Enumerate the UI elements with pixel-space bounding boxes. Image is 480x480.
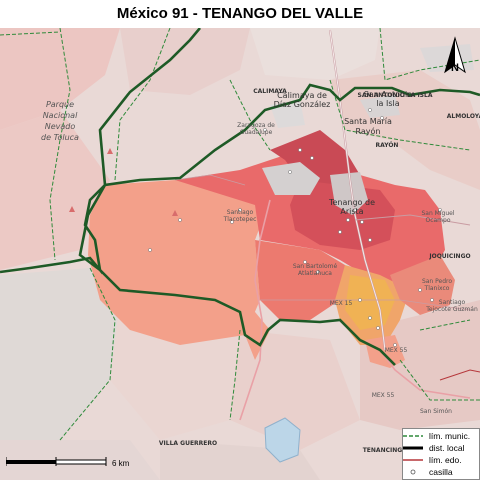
label-rayon: RAYÓN [376,142,399,149]
scale-bar-graphic [6,457,107,466]
label-san-bartolome-2: Atlatlahuca [298,270,332,277]
scale-label: 6 km [112,459,130,468]
legend-row-state: lím. edo. [403,454,480,466]
legend-row-district: dist. local [403,442,480,454]
scale-bar: 6 km [6,454,136,474]
label-santa-maria-1: Santa María [344,117,392,126]
label-san-antonio: SAN ANTONIO LA ISLA [358,92,433,99]
legend-row-casilla: casilla [403,466,480,478]
district-boundary [0,28,480,366]
label-park-1: Parque [46,100,74,109]
label-san-simon: San Simón [420,408,452,415]
label-mex15: MEX 15 [330,300,353,307]
legend-label-state: lím. edo. [429,455,462,465]
casilla-markers [148,108,442,347]
label-san-antonio-isla-2: la Isla [376,99,399,108]
label-tenango-2: Arista [340,207,363,216]
roads [174,29,471,421]
map-labels: Parque Nacional Nevado de Toluca CALIMAY… [41,88,480,454]
north-label: N [451,62,459,74]
north-arrow-icon [444,36,466,74]
label-santiago-guzman-2: Tejocote Guzmán [425,306,478,313]
label-santiago-1: Santiago [227,209,254,216]
label-park-4: de Toluca [41,133,79,142]
label-zaragoza-1: Zaragoza de [237,122,275,129]
label-calimaya-diaz-1: Calimaya de [277,91,327,100]
label-calimaya-diaz-2: Díaz González [274,100,331,109]
legend-label-casilla: casilla [429,467,453,477]
map-svg: Parque Nacional Nevado de Toluca CALIMAY… [0,28,480,480]
lake-shape [264,417,301,463]
label-tenancingo: TENANCINGO [363,447,408,454]
peak-markers [69,148,178,216]
legend-label-district: dist. local [429,443,465,453]
label-san-miguel-2: Ocampo [425,217,450,224]
label-almoloya: ALMOLOYA [447,113,480,120]
label-san-bartolome-1: San Bartolomé [293,263,338,270]
district-area [88,130,455,368]
label-san-pedro-1: San Pedro [422,278,452,285]
legend-label-municipal: lím. munic. [429,431,471,441]
state-limit [439,369,480,381]
label-santiago-2: Tlacotepec [223,216,257,223]
label-calimaya: CALIMAYA [253,88,287,95]
label-mex55b: MEX 55 [372,392,395,399]
legend-row-municipal: lím. munic. [403,430,480,442]
north-arrow: N [440,36,470,78]
label-park-2: Nacional [43,111,78,120]
label-san-pedro-2: Tlanixco [424,285,450,292]
map-legend: lím. munic. dist. local lím. edo. casill… [402,428,480,480]
label-tenango-1: Tenango de [328,198,375,207]
label-joquicingo: JOQUICINGO [428,253,470,260]
label-zaragoza-2: Guadalupe [240,129,273,136]
label-mex55: MEX 55 [385,347,408,354]
municipal-limit-symbol [403,435,423,437]
label-villa-guerrero: VILLA GUERRERO [159,440,217,447]
label-san-antonio-isla-1: San Antonio [364,90,412,99]
map-title: México 91 - TENANGO DEL VALLE [116,5,364,22]
label-san-miguel-1: San Miguel [421,210,454,217]
casilla-symbol [410,469,416,475]
municipal-limits [0,28,480,441]
district-boundary-symbol [403,446,423,450]
map-canvas[interactable]: Parque Nacional Nevado de Toluca CALIMAY… [0,28,480,480]
label-santiago-guzman-1: Santiago [439,299,466,306]
urban-areas [262,44,474,215]
state-limit-symbol [403,459,423,461]
label-santa-maria-2: Rayón [356,126,381,136]
label-park-3: Nevado [45,122,76,131]
